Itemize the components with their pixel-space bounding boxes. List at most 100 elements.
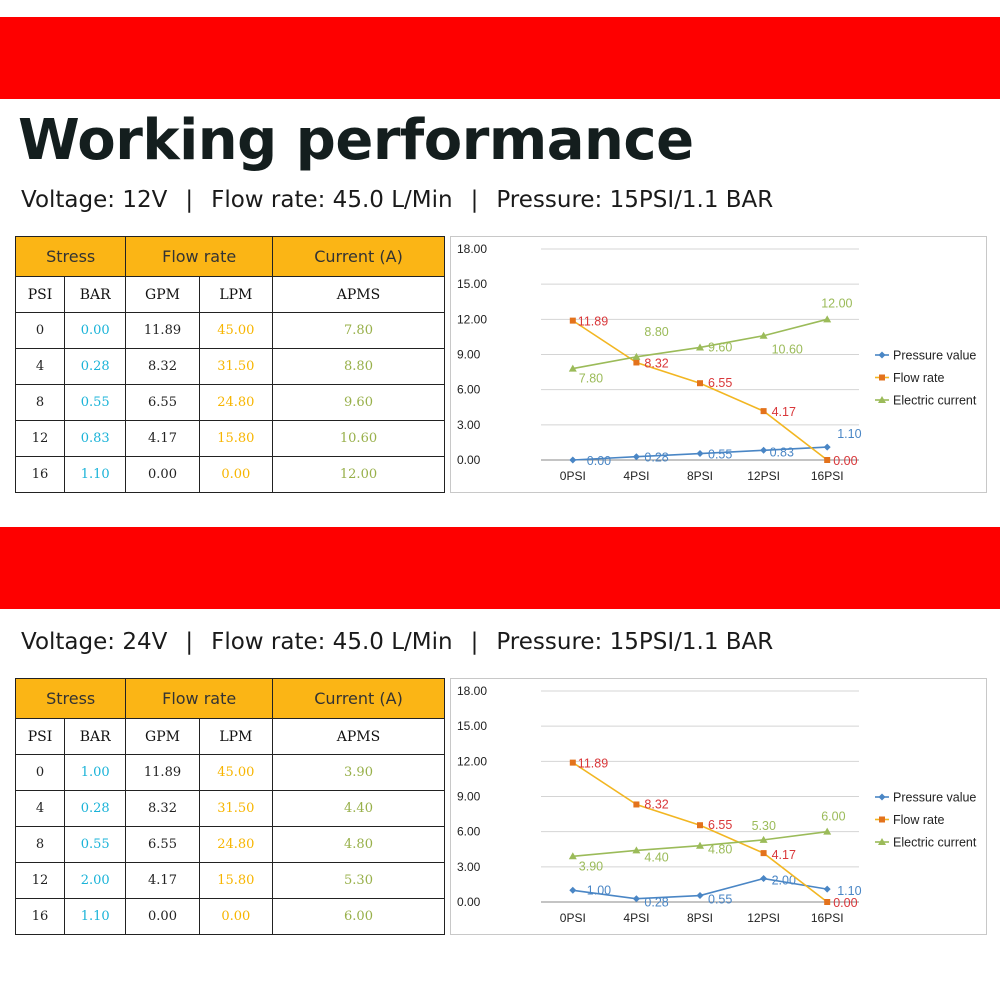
- apms-cell: 3.90: [272, 754, 445, 791]
- legend-marker: [878, 396, 886, 403]
- data-point: [696, 450, 704, 458]
- bar-cell: 0.00: [64, 312, 127, 349]
- bar-cell: 0.28: [64, 348, 127, 385]
- data-label: 10.60: [772, 343, 803, 357]
- data-point: [569, 759, 576, 766]
- data-point: [633, 801, 640, 808]
- apms-cell: 8.80: [272, 348, 445, 385]
- legend-marker: [879, 374, 885, 381]
- apms-subheader: APMS: [272, 276, 445, 313]
- spec-separator: |: [470, 187, 479, 213]
- x-tick-label: 12PSI: [747, 469, 780, 483]
- data-point: [569, 456, 577, 464]
- chart-svg: 0.00 3.00 6.00 9.00 12.00 15.00 18.00 0PSI 4PSI 8…: [457, 684, 977, 925]
- y-tick-label: 15.00: [457, 277, 487, 291]
- bar-cell: 0.28: [64, 790, 127, 827]
- stress-header: Stress: [14, 236, 127, 277]
- stress-header: Stress: [14, 678, 127, 719]
- voltage-spec: Voltage: 24V: [21, 629, 168, 655]
- legend-marker: [879, 816, 885, 823]
- y-tick-label: 12.00: [457, 312, 487, 326]
- pressure-spec: Pressure: 15PSI/1.1 BAR: [496, 629, 774, 655]
- apms-cell: 4.80: [272, 826, 445, 863]
- gpm-cell: 11.89: [125, 312, 200, 349]
- gpm-cell: 8.32: [125, 790, 200, 827]
- apms-cell: 5.30: [272, 862, 445, 899]
- data-label: 0.55: [708, 893, 732, 907]
- apms-subheader: APMS: [272, 718, 445, 755]
- data-point: [823, 443, 831, 451]
- data-label: 7.80: [579, 372, 603, 386]
- lpm-cell: 15.80: [198, 420, 274, 457]
- series-line: [572, 319, 828, 461]
- data-label: 3.90: [579, 859, 603, 873]
- lpm-cell: 0.00: [198, 456, 274, 493]
- pressure-spec: Pressure: 15PSI/1.1 BAR: [496, 187, 774, 213]
- data-label: 1.10: [837, 427, 861, 441]
- table-row: 8 0.55 6.55 24.80 4.80: [14, 826, 445, 863]
- legend-label: Flow rate: [893, 371, 944, 385]
- data-label: 0.83: [770, 445, 794, 459]
- data-label: 5.30: [752, 819, 776, 833]
- y-tick-label: 0.00: [457, 453, 481, 467]
- gpm-cell: 8.32: [125, 348, 200, 385]
- spec-separator: |: [185, 629, 194, 655]
- x-tick-label: 0PSI: [560, 469, 586, 483]
- data-label: 11.89: [578, 315, 608, 329]
- gpm-cell: 0.00: [125, 898, 200, 935]
- spec-separator: |: [470, 629, 479, 655]
- psi-subheader: PSI: [14, 718, 66, 755]
- data-point: [824, 457, 831, 463]
- x-tick-label: 12PSI: [747, 911, 780, 925]
- performance-chart-24v: 0.00 3.00 6.00 9.00 12.00 15.00 18.00 0PSI 4PSI 8…: [450, 678, 987, 935]
- data-point: [824, 899, 831, 905]
- data-point: [823, 827, 832, 835]
- y-tick-label: 0.00: [457, 895, 481, 909]
- apms-cell: 9.60: [272, 384, 445, 421]
- legend-label: Pressure value: [893, 791, 976, 805]
- data-point: [760, 446, 768, 454]
- legend-marker: [878, 351, 886, 359]
- lpm-subheader: LPM: [198, 276, 274, 313]
- psi-cell: 16: [14, 456, 66, 493]
- apms-cell: 10.60: [272, 420, 445, 457]
- y-tick-label: 6.00: [457, 383, 481, 397]
- spec-line-24v: Voltage: 24V | Flow rate: 45.0 L/Min | Press…: [21, 629, 773, 655]
- flow-spec: Flow rate: 45.0 L/Min: [211, 629, 453, 655]
- data-label: 1.10: [837, 884, 861, 898]
- data-label: 0.55: [708, 448, 732, 462]
- gpm-cell: 11.89: [125, 754, 200, 791]
- psi-cell: 4: [14, 348, 66, 385]
- flow-rate-header: Flow rate: [125, 678, 274, 719]
- table-row: 4 0.28 8.32 31.50 8.80: [14, 348, 445, 385]
- lpm-cell: 31.50: [198, 790, 274, 827]
- performance-chart-12v: 0.00 3.00 6.00 9.00 12.00 15.00 18.00 0PSI 4PSI 8…: [450, 236, 987, 493]
- data-point: [823, 885, 831, 893]
- data-label: 4.17: [772, 848, 796, 862]
- psi-cell: 8: [14, 826, 66, 863]
- gpm-cell: 6.55: [125, 826, 200, 863]
- gpm-cell: 4.17: [125, 862, 200, 899]
- legend-label: Pressure value: [893, 349, 976, 363]
- data-point: [568, 852, 577, 860]
- spec-separator: |: [185, 187, 194, 213]
- x-tick-label: 16PSI: [811, 911, 844, 925]
- y-tick-label: 3.00: [457, 860, 481, 874]
- data-point: [759, 331, 768, 339]
- data-label: 6.00: [821, 810, 845, 824]
- data-point: [760, 408, 767, 415]
- y-tick-label: 6.00: [457, 825, 481, 839]
- psi-cell: 12: [14, 862, 66, 899]
- x-tick-label: 4PSI: [623, 911, 649, 925]
- psi-cell: 0: [14, 754, 66, 791]
- lpm-cell: 31.50: [198, 348, 274, 385]
- psi-cell: 8: [14, 384, 66, 421]
- current-header: Current (A): [272, 678, 445, 719]
- y-tick-label: 9.00: [457, 348, 481, 362]
- page-title: Working performance: [18, 108, 694, 173]
- data-point: [696, 892, 704, 900]
- table-row: 8 0.55 6.55 24.80 9.60: [14, 384, 445, 421]
- lpm-cell: 0.00: [198, 898, 274, 935]
- data-label: 9.60: [708, 340, 732, 354]
- data-label: 1.00: [587, 883, 611, 897]
